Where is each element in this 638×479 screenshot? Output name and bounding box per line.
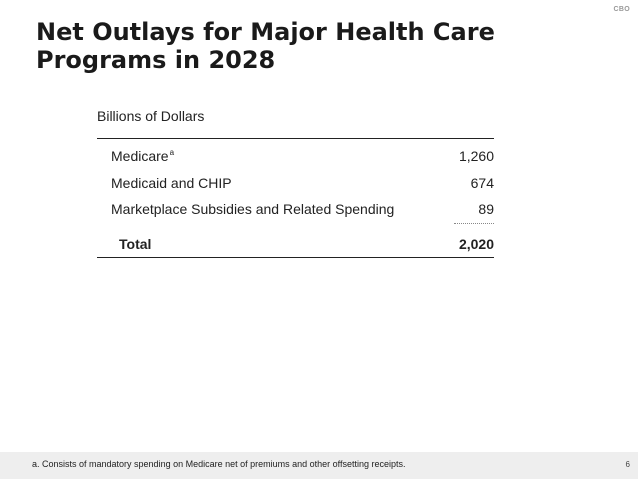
- total-value: 2,020: [458, 236, 494, 252]
- footer-bar: a. Consists of mandatory spending on Med…: [0, 452, 638, 479]
- total-label: Total: [119, 236, 152, 252]
- brand-logo-text: CBO: [613, 6, 630, 13]
- table-row: Marketplace Subsidies and Related Spendi…: [97, 192, 494, 218]
- footnote-text: a. Consists of mandatory spending on Med…: [32, 459, 406, 469]
- row-value: 1,260: [458, 148, 494, 164]
- sum-rule: [97, 218, 494, 231]
- outlays-table: Medicarea 1,260 Medicaid and CHIP 674 Ma…: [97, 138, 494, 258]
- page-title: Net Outlays for Major Health Care Progra…: [36, 18, 495, 74]
- row-label: Medicaid and CHIP: [111, 175, 232, 191]
- page-number: 6: [625, 460, 630, 469]
- row-value: 89: [478, 201, 494, 217]
- table-row: Medicaid and CHIP 674: [97, 166, 494, 192]
- sum-rule-line: [454, 223, 494, 224]
- total-row: Total 2,020: [97, 231, 494, 258]
- row-label-text: Medicare: [111, 148, 169, 164]
- table-row: Medicarea 1,260: [97, 139, 494, 166]
- row-value: 674: [470, 175, 494, 191]
- row-label: Medicarea: [111, 148, 174, 164]
- footnote-marker: a: [169, 148, 175, 158]
- unit-label: Billions of Dollars: [97, 108, 205, 124]
- row-label: Marketplace Subsidies and Related Spendi…: [111, 201, 395, 217]
